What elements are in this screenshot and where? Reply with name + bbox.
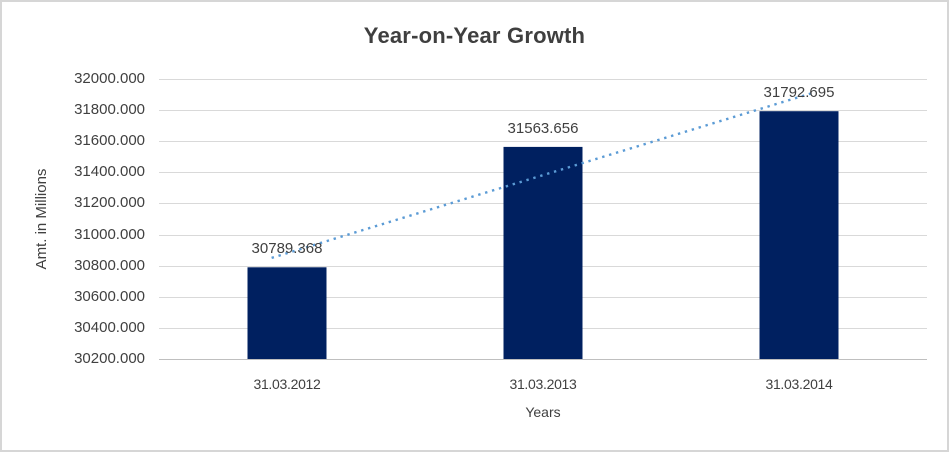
bar — [247, 267, 327, 359]
y-tick-label: 31600.000 — [74, 132, 145, 150]
x-axis-title: Years — [525, 404, 561, 420]
y-tick-label: 30600.000 — [74, 287, 145, 305]
y-tick-label: 31400.000 — [74, 163, 145, 181]
y-tick-label: 31000.000 — [74, 225, 145, 243]
y-tick-label: 31200.000 — [74, 194, 145, 212]
bar — [503, 146, 583, 359]
x-tick-label: 31.03.2014 — [765, 376, 833, 392]
bar-data-label: 31563.656 — [507, 119, 579, 137]
bar-data-label: 31792.695 — [763, 84, 835, 102]
x-tick-label: 31.03.2013 — [509, 376, 577, 392]
y-tick-label: 30200.000 — [74, 350, 145, 367]
bar — [759, 111, 839, 359]
plot-area — [159, 79, 927, 360]
y-tick-label: 31800.000 — [74, 101, 145, 119]
chart-title: Year-on-Year Growth — [363, 23, 586, 48]
y-tick-label: 30400.000 — [74, 318, 145, 336]
y-tick-label: 32000.000 — [74, 70, 145, 87]
bar-data-label: 30789.368 — [251, 240, 323, 258]
x-tick-label: 31.03.2012 — [253, 376, 321, 392]
trendline — [271, 91, 815, 260]
y-tick-label: 30800.000 — [74, 256, 145, 274]
